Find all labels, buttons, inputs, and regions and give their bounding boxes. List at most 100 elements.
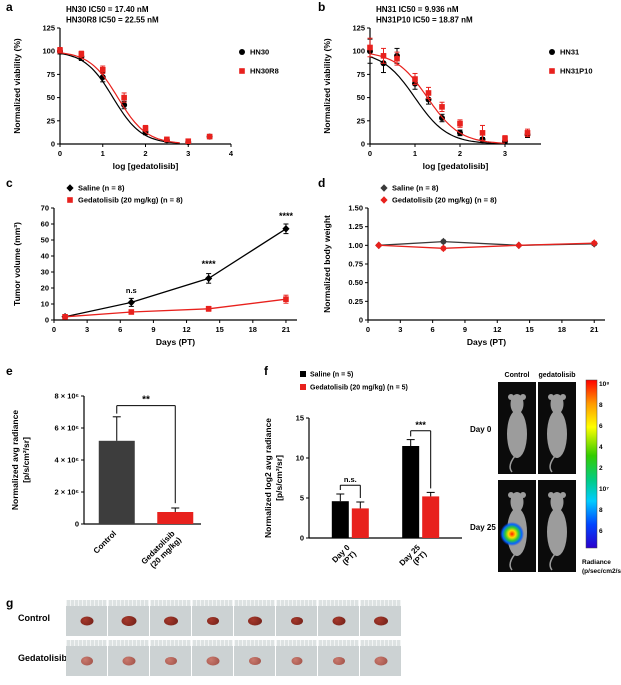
tumor-specimen [247, 616, 262, 626]
svg-text:Gedatolisib (20 mg/kg) (n = 8): Gedatolisib (20 mg/kg) (n = 8) [78, 196, 183, 205]
svg-text:125: 125 [42, 24, 55, 33]
svg-text:125: 125 [352, 24, 365, 33]
svg-text:HN31P10: HN31P10 [560, 67, 593, 76]
svg-text:Saline (n = 5): Saline (n = 5) [310, 372, 353, 379]
svg-text:0: 0 [58, 149, 62, 158]
tumor-specimen [290, 616, 303, 625]
svg-text:50: 50 [357, 93, 365, 102]
scale-tick-label: 6 [599, 528, 603, 535]
svg-text:30: 30 [41, 268, 49, 277]
tumor-photo [360, 600, 401, 636]
svg-text:20: 20 [41, 284, 49, 293]
panel-letter-b: b [318, 0, 326, 14]
bar-Saline (n = 5)-0 [331, 501, 349, 538]
mouse-col-header: gedatolisib [539, 372, 576, 379]
svg-text:****: **** [279, 211, 294, 221]
bioluminescence-mouse-images: Control gedatolisib Day 0 Day 25 10⁸ 8 6 4 2 10⁷ 8… [470, 372, 621, 575]
svg-text:Control: Control [92, 529, 118, 555]
svg-text:50: 50 [47, 93, 55, 102]
bar-Gedatolisib (20 mg/kg) (n = 5)-0 [351, 508, 369, 538]
svg-text:12: 12 [493, 325, 501, 334]
mouse-row-label: Day 25 [470, 523, 496, 532]
panel-c-tumor-volume: 0 3 6 9 12 15 18 21 0 10 20 30 40 50 60 70 Days (PT) Tumo… [8, 178, 313, 350]
scale-caption: (p/sec/cm2/sr) [582, 568, 621, 575]
svg-text:10: 10 [41, 300, 49, 309]
svg-text:Days (PT): Days (PT) [467, 337, 506, 347]
mouse-silhouette [507, 394, 527, 473]
ruler-strip [234, 640, 275, 646]
ruler-strip [66, 600, 107, 606]
svg-text:log [gedatolisib]: log [gedatolisib] [423, 161, 489, 171]
tumor-specimen [122, 656, 135, 666]
svg-text:18: 18 [558, 325, 566, 334]
body-weight-chart: 0 3 6 9 12 15 18 21 0 0.25 0.50 0.75 1.00 1.25 1.50 Day… [322, 184, 605, 347]
tumor-photo [234, 600, 275, 636]
ruler-strip [150, 640, 191, 646]
panel-e-radiance-bars: 0 2 × 10⁶ 4 × 10⁶ 6 × 10⁶ 8 × 10⁶ Normalized … [8, 368, 263, 596]
tumor-specimen [374, 656, 387, 666]
svg-text:0: 0 [361, 140, 365, 149]
panel-g-tumor-photos: Control Gedatolisib [8, 600, 401, 680]
panel-letter-e: e [6, 364, 13, 378]
tumor-specimen [121, 615, 136, 626]
svg-text:1.25: 1.25 [348, 222, 363, 231]
mouse-row-label: Day 0 [470, 425, 492, 434]
tumor-specimen [248, 656, 261, 665]
panel-b-dose-response: 0 1 2 3 0 25 50 75 100 125 log [gedatolisib] Normal… [318, 2, 621, 174]
svg-text:HN31P10 IC50 = 18.87 nM: HN31P10 IC50 = 18.87 nM [376, 16, 473, 25]
svg-text:9: 9 [463, 325, 467, 334]
ruler-strip [192, 640, 233, 646]
ruler-strip [360, 640, 401, 646]
tumor-photo [318, 600, 359, 636]
ruler-strip [360, 600, 401, 606]
svg-text:70: 70 [41, 204, 49, 213]
tumor-specimen [332, 616, 345, 626]
svg-text:Days (PT): Days (PT) [156, 337, 195, 347]
tumor-volume-chart: 0 3 6 9 12 15 18 21 0 10 20 30 40 50 60 70 Days (PT) Tumo… [12, 184, 297, 347]
scale-tick-label: 8 [599, 402, 603, 409]
mouse-silhouette [547, 394, 567, 473]
series-HN30 [57, 47, 213, 146]
svg-text:0: 0 [368, 149, 372, 158]
tumor-specimen [163, 616, 178, 626]
svg-text:n.s.: n.s. [344, 475, 357, 484]
svg-text:Normalized body weight: Normalized body weight [322, 215, 332, 313]
ruler-strip [150, 600, 191, 606]
svg-text:100: 100 [42, 47, 55, 56]
panel-letter-a: a [6, 0, 13, 14]
bioluminescence-signal [500, 522, 524, 546]
svg-text:60: 60 [41, 220, 49, 229]
tumor-photo [192, 640, 233, 676]
series-Gedatolisib (20 mg/kg) (n = 8) [375, 239, 598, 253]
svg-text:Saline (n = 8): Saline (n = 8) [392, 184, 439, 193]
svg-text:50: 50 [41, 236, 49, 245]
tumor-photo-row: Control [8, 600, 401, 636]
ruler-strip [234, 600, 275, 606]
tumor-specimen [80, 616, 93, 626]
scale-tick-label: 6 [599, 423, 603, 430]
svg-text:0: 0 [300, 534, 304, 543]
svg-text:0: 0 [75, 520, 79, 529]
tumor-photo [360, 640, 401, 676]
series-HN31P10 [367, 37, 531, 144]
svg-text:3: 3 [398, 325, 402, 334]
ruler-strip [108, 640, 149, 646]
ruler-strip [108, 600, 149, 606]
dose-response-chart-hn30: 0 1 2 3 4 0 25 50 75 100 125 log [gedatolisib] Norma… [12, 5, 279, 171]
svg-text:3: 3 [186, 149, 190, 158]
svg-text:log [gedatolisib]: log [gedatolisib] [113, 161, 179, 171]
svg-text:2 × 10⁶: 2 × 10⁶ [54, 488, 79, 497]
scale-tick-label: 4 [599, 444, 603, 451]
svg-text:HN30R8: HN30R8 [250, 67, 279, 76]
panel-f-log2-radiance-bars: 0 5 10 15 Normalized log2 avg radiance [p/s/c… [263, 368, 468, 596]
ruler-strip [318, 640, 359, 646]
ruler-strip [276, 640, 317, 646]
scale-tick-label: 2 [599, 465, 603, 472]
tumor-photo [108, 600, 149, 636]
svg-text:n.s: n.s [126, 286, 137, 295]
tumor-row-label: Control [18, 613, 50, 623]
svg-text:[p/s/cm²/sr]: [p/s/cm²/sr] [274, 455, 284, 501]
bar-Control [98, 440, 135, 524]
svg-text:Day 0(PT): Day 0(PT) [330, 543, 358, 571]
